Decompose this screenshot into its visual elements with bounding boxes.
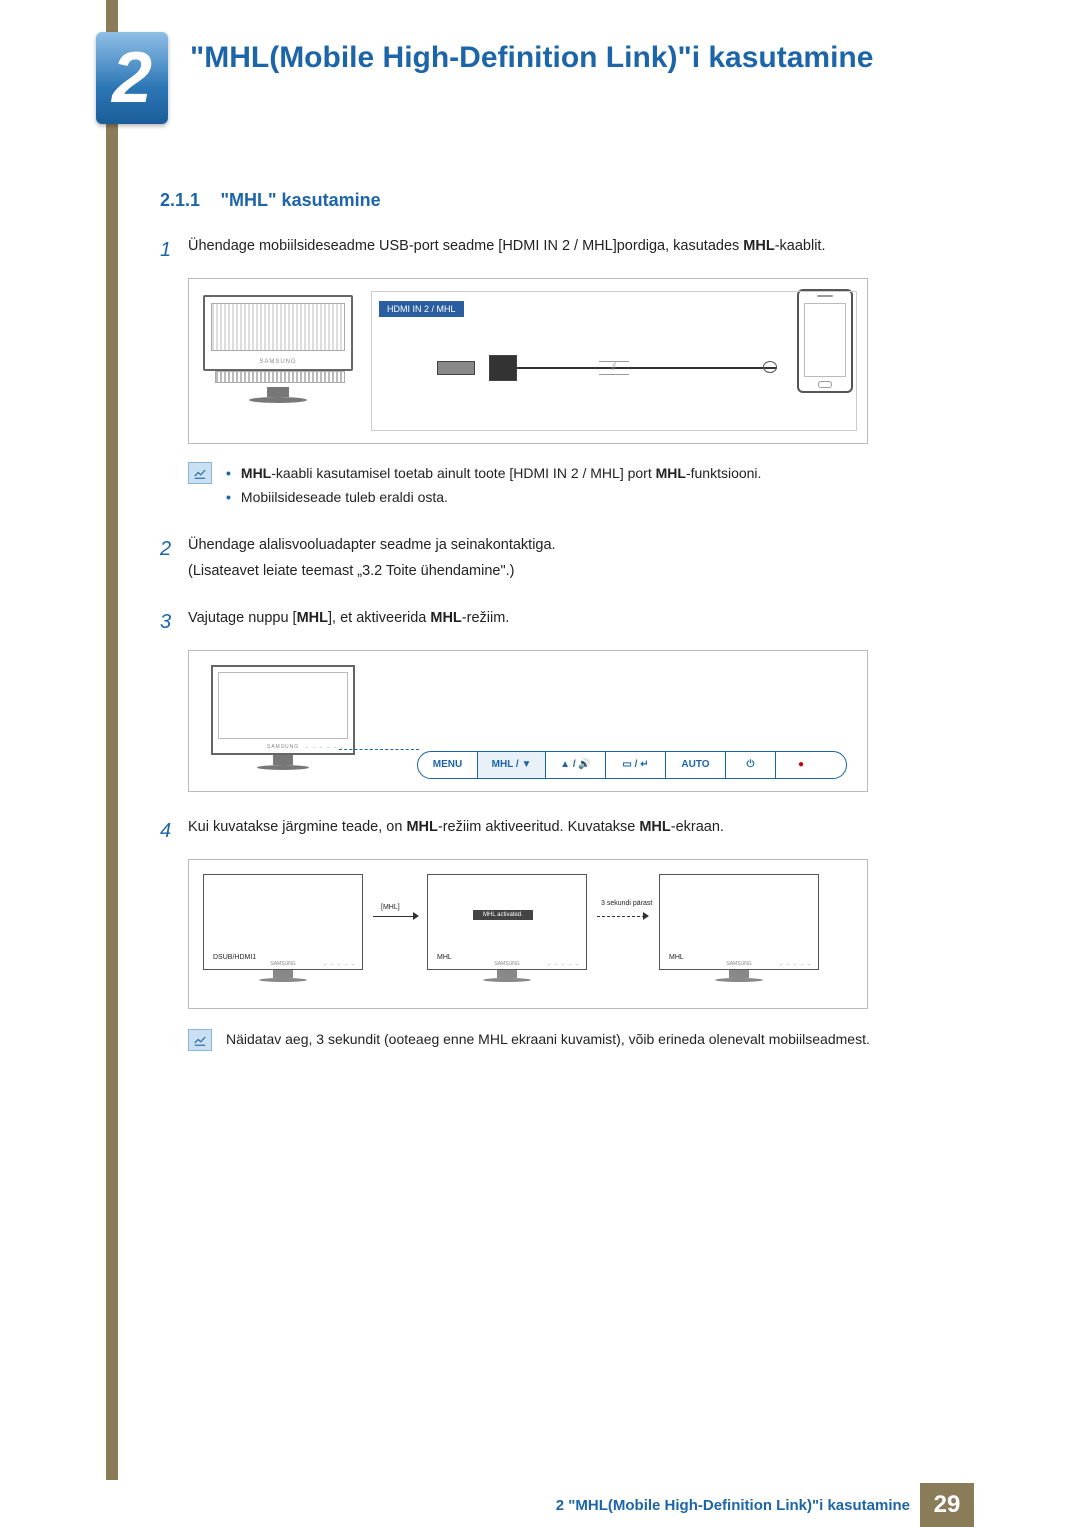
section-number: 2.1.1 [160, 190, 200, 210]
stand-base [257, 765, 309, 770]
connection-diagram: SAMSUNG HDMI IN 2 / MHL ⫽ [188, 278, 868, 444]
monitor-illustration: SAMSUNG [203, 295, 353, 371]
text: ], et aktiveerida [328, 610, 430, 626]
source-label-2: MHL [437, 954, 452, 961]
stand-base [715, 978, 763, 982]
brand-label: SAMSUNG [205, 359, 351, 365]
step-number: 2 [160, 534, 188, 583]
content-area: 2.1.1 "MHL" kasutamine 1 Ühendage mobiil… [160, 190, 950, 1051]
button-dots: - - - - - - [306, 745, 345, 751]
text: Ühendage mobiilsideseadme USB-port seadm… [188, 238, 743, 254]
screen [218, 672, 348, 739]
bullet-dot: • [226, 465, 231, 481]
bullet-item: • Mobiilsideseade tuleb eraldi osta. [226, 486, 761, 510]
step-number: 4 [160, 816, 188, 847]
source-label-3: MHL [669, 954, 684, 961]
arrowhead-2 [643, 912, 649, 920]
step-2: 2 Ühendage alalisvooluadapter seadme ja … [160, 534, 950, 583]
stand [267, 387, 289, 397]
text-bold: MHL [241, 465, 271, 481]
chapter-number-badge: 2 [96, 32, 168, 124]
text-bold: MHL [406, 819, 437, 835]
step-text: Ühendage mobiilsideseadme USB-port seadm… [188, 235, 950, 266]
text: Mobiilsideseade tuleb eraldi osta. [241, 489, 448, 505]
text-bold: MHL [656, 465, 686, 481]
button-diagram: SAMSUNG - - - - - - MENU MHL / ▼ ▲ / 🔊 ▭… [188, 650, 868, 792]
text-bold: MHL [743, 238, 774, 254]
text: -režiim aktiveeritud. Kuvatakse [438, 819, 639, 835]
text-bold: MHL [430, 610, 461, 626]
step-text: Vajutage nuppu [MHL], et aktiveerida MHL… [188, 607, 950, 638]
stand [273, 755, 293, 765]
callout-line [339, 749, 419, 750]
mhl-activated-banner: MHL activated. [473, 910, 533, 920]
bullet-dot: • [226, 489, 231, 505]
dots: - - - - - [780, 962, 812, 968]
stand [729, 970, 749, 978]
text: -kaablit. [775, 238, 826, 254]
section-heading: 2.1.1 "MHL" kasutamine [160, 190, 950, 211]
side-rule [106, 0, 118, 1480]
text-bold: MHL [297, 610, 328, 626]
arrow-2 [597, 916, 645, 917]
step-text: Ühendage alalisvooluadapter seadme ja se… [188, 534, 950, 583]
section-title: "MHL" kasutamine [221, 190, 381, 210]
monitor-illustration: SAMSUNG - - - - - - [211, 665, 355, 755]
ports [215, 371, 345, 383]
power-button: ⏻ [726, 752, 776, 778]
stand-base [483, 978, 531, 982]
menu-button: MENU [418, 752, 478, 778]
dots: - - - - - [324, 962, 356, 968]
stand [273, 970, 293, 978]
text: Ühendage alalisvooluadapter seadme ja se… [188, 534, 950, 556]
step-4: 4 Kui kuvatakse järgmine teade, on MHL-r… [160, 816, 950, 847]
step-number: 3 [160, 607, 188, 638]
source-button: ▭ / ↵ [606, 752, 666, 778]
text: Kui kuvatakse järgmine teade, on [188, 819, 406, 835]
step-3: 3 Vajutage nuppu [MHL], et aktiveerida M… [160, 607, 950, 638]
note-text: Näidatav aeg, 3 sekundit (ooteaeg enne M… [226, 1029, 870, 1051]
button-bar: MENU MHL / ▼ ▲ / 🔊 ▭ / ↵ AUTO ⏻ ● [417, 751, 847, 779]
volume-button: ▲ / 🔊 [546, 752, 606, 778]
bullet-item: • MHL-kaabli kasutamisel toetab ainult to… [226, 462, 761, 486]
text: -ekraan. [671, 819, 724, 835]
text: Vajutage nuppu [ [188, 610, 297, 626]
auto-button: AUTO [666, 752, 726, 778]
arrowhead-1 [413, 912, 419, 920]
chapter-title: "MHL(Mobile High-Definition Link)"i kasu… [190, 38, 950, 77]
screen [211, 303, 345, 351]
note-block-1: • MHL-kaabli kasutamisel toetab ainult to… [188, 462, 950, 510]
step-number: 1 [160, 235, 188, 266]
record-button: ● [776, 752, 826, 778]
note-icon [188, 462, 212, 484]
stand-base [259, 978, 307, 982]
text: -režiim. [462, 610, 510, 626]
arrow-label-2: 3 sekundi pärast [601, 900, 652, 907]
detail-frame [371, 291, 857, 431]
mhl-button: MHL / ▼ [478, 752, 546, 778]
page-number: 29 [920, 1483, 974, 1527]
page-footer: 2 "MHL(Mobile High-Definition Link)"i ka… [0, 1483, 1080, 1527]
text-bold: MHL [639, 819, 670, 835]
text: (Lisateavet leiate teemast „3.2 Toite üh… [188, 560, 950, 582]
stand [497, 970, 517, 978]
note-block-2: Näidatav aeg, 3 sekundit (ooteaeg enne M… [188, 1029, 950, 1051]
note-icon [188, 1029, 212, 1051]
step-1: 1 Ühendage mobiilsideseadme USB-port sea… [160, 235, 950, 266]
arrow-1 [373, 916, 415, 917]
text: -funktsiooni. [686, 465, 761, 481]
source-label-1: DSUB/HDMI1 [213, 954, 256, 961]
step-text: Kui kuvatakse järgmine teade, on MHL-rež… [188, 816, 950, 847]
footer-text: 2 "MHL(Mobile High-Definition Link)"i ka… [556, 1497, 910, 1514]
text: -kaabli kasutamisel toetab ainult toote … [271, 465, 655, 481]
arrow-label-1: [MHL] [381, 904, 400, 911]
sequence-diagram: SAMSUNG - - - - - DSUB/HDMI1 [MHL] SAMSU… [188, 859, 868, 1009]
note-list: • MHL-kaabli kasutamisel toetab ainult to… [226, 462, 761, 510]
dots: - - - - - [548, 962, 580, 968]
stand-base [249, 397, 307, 403]
